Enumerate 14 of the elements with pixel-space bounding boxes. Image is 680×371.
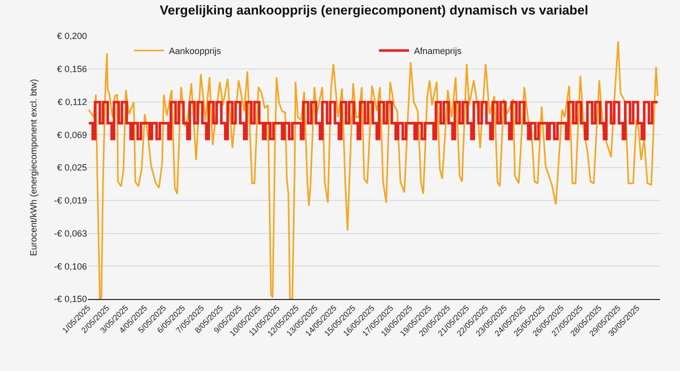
legend-label: Afnameprijs bbox=[414, 46, 462, 56]
y-axis-title: Eurocent/kWh (energiecomponent excl. btw) bbox=[28, 78, 38, 256]
y-tick-label: -€ 0,106 bbox=[54, 261, 87, 272]
y-tick-label: € 0,069 bbox=[56, 130, 87, 140]
line-series bbox=[88, 40, 658, 299]
legend-label: Aankoopprijs bbox=[169, 46, 222, 56]
chart-title: Vergelijking aankoopprijs (energiecomponent) dynamisch vs variabel bbox=[160, 2, 588, 18]
y-tick-label: € 0,200 bbox=[56, 31, 87, 42]
y-tick-label: -€ 0,150 bbox=[54, 294, 87, 304]
y-tick-label: € 0,025 bbox=[56, 162, 87, 173]
y-tick-label: € 0,112 bbox=[58, 96, 87, 107]
y-tick-label: -€ 0,019 bbox=[54, 196, 87, 206]
y-tick-label: -€ 0,063 bbox=[54, 228, 87, 238]
y-tick-label: € 0,156 bbox=[56, 64, 87, 74]
